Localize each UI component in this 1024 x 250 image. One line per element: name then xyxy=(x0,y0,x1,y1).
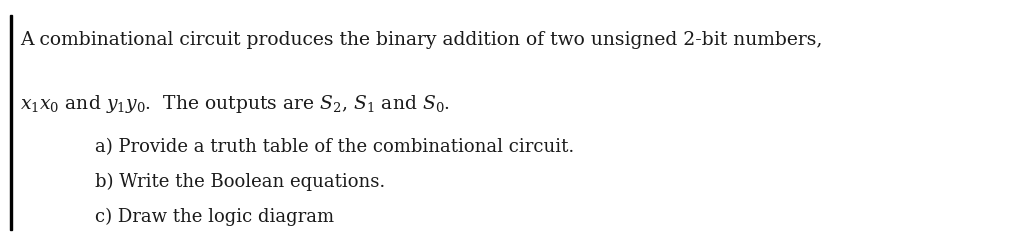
Text: a) Provide a truth table of the combinational circuit.: a) Provide a truth table of the combinat… xyxy=(95,138,574,156)
Bar xyxy=(10,16,12,230)
Text: A combinational circuit produces the binary addition of two unsigned 2-bit numbe: A combinational circuit produces the bin… xyxy=(20,31,822,49)
Text: b) Write the Boolean equations.: b) Write the Boolean equations. xyxy=(95,172,385,191)
Text: $x_1x_0$ and $y_1y_0$.  The outputs are $S_2$, $S_1$ and $S_0$.: $x_1x_0$ and $y_1y_0$. The outputs are $… xyxy=(20,93,450,114)
Text: c) Draw the logic diagram: c) Draw the logic diagram xyxy=(95,207,334,225)
